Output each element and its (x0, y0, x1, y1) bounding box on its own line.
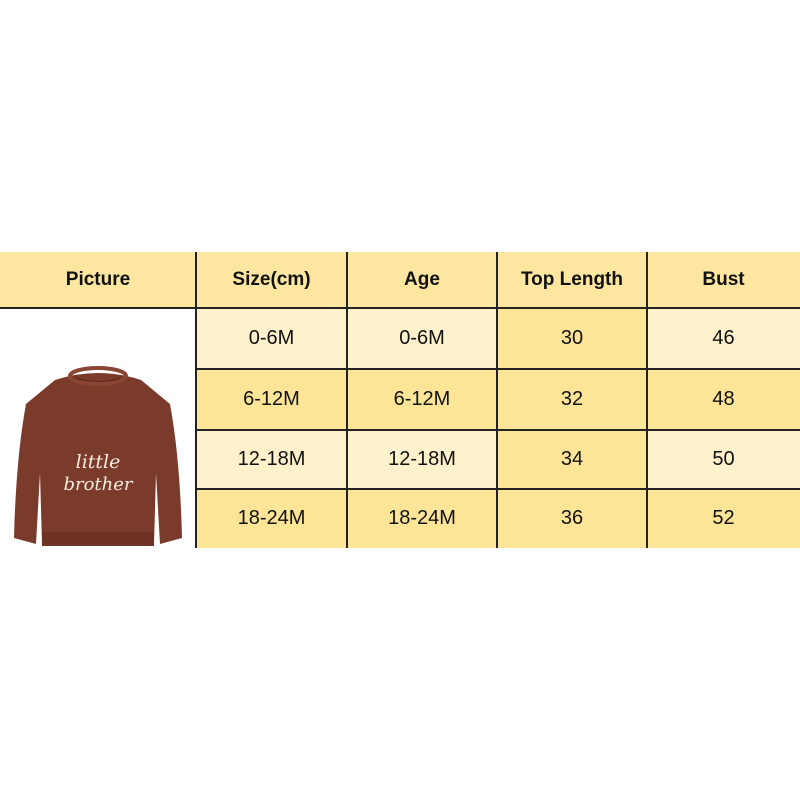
grid-line (196, 429, 800, 431)
grid-line (0, 307, 800, 309)
product-picture-cell: little brother (0, 308, 196, 548)
cell-age: 18-24M (347, 489, 497, 548)
cell-age: 0-6M (347, 308, 497, 369)
header-bust: Bust (647, 252, 800, 308)
header-top-length: Top Length (497, 252, 647, 308)
header-age: Age (347, 252, 497, 308)
cell-top-length: 32 (497, 369, 647, 430)
cell-bust: 48 (647, 369, 800, 430)
svg-text:little: little (76, 451, 121, 473)
grid-line (196, 488, 800, 490)
grid-line (346, 252, 348, 548)
grid-line (646, 252, 648, 548)
cell-age: 12-18M (347, 430, 497, 489)
svg-text:brother: brother (63, 474, 133, 495)
grid-line (196, 368, 800, 370)
cell-size: 18-24M (196, 489, 347, 548)
grid-line (496, 252, 498, 548)
cell-top-length: 30 (497, 308, 647, 369)
cell-bust: 50 (647, 430, 800, 489)
cell-top-length: 36 (497, 489, 647, 548)
cell-bust: 46 (647, 308, 800, 369)
cell-size: 12-18M (196, 430, 347, 489)
grid-line (195, 252, 197, 548)
header-size: Size(cm) (196, 252, 347, 308)
size-chart-table: little brother Picture Size(cm) Age Top Len… (0, 252, 800, 548)
cell-size: 6-12M (196, 369, 347, 430)
cell-size: 0-6M (196, 308, 347, 369)
header-picture: Picture (0, 252, 196, 308)
cell-bust: 52 (647, 489, 800, 548)
sweater-image: little brother (14, 366, 182, 546)
cell-top-length: 34 (497, 430, 647, 489)
cell-age: 6-12M (347, 369, 497, 430)
